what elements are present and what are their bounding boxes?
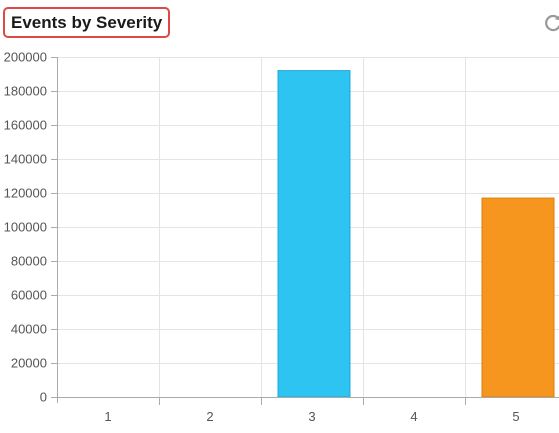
- y-tick-label: 60000: [11, 288, 47, 303]
- x-tick-label: 4: [410, 409, 417, 424]
- x-tick-label: 5: [512, 409, 519, 424]
- bar: [277, 70, 351, 398]
- y-tick-label: 0: [40, 390, 47, 405]
- y-tick-label: 100000: [4, 220, 47, 235]
- y-tick-label: 120000: [4, 186, 47, 201]
- y-tick-label: 40000: [11, 322, 47, 337]
- x-tick-label: 3: [308, 409, 315, 424]
- x-tick-label: 2: [206, 409, 213, 424]
- refresh-icon[interactable]: [543, 13, 559, 33]
- y-tick-label: 200000: [4, 50, 47, 65]
- bar: [481, 197, 555, 398]
- chart-title-box: Events by Severity: [3, 7, 171, 38]
- y-tick-label: 180000: [4, 84, 47, 99]
- y-tick-label: 140000: [4, 152, 47, 167]
- y-tick-label: 80000: [11, 254, 47, 269]
- y-tick-label: 160000: [4, 118, 47, 133]
- y-tick-label: 20000: [11, 356, 47, 371]
- x-tick-label: 1: [104, 409, 111, 424]
- chart-title: Events by Severity: [11, 12, 163, 32]
